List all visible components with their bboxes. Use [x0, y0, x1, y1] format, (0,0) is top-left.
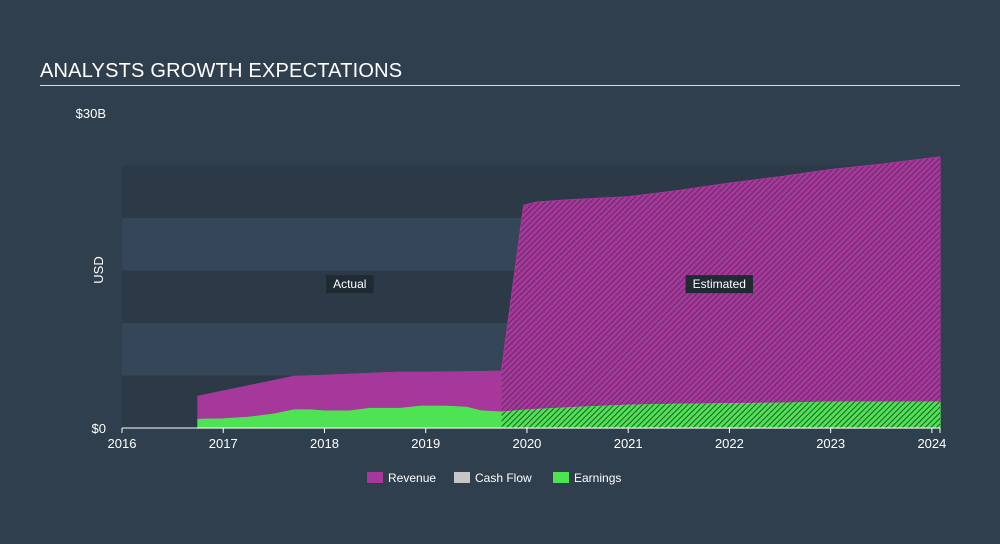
- legend-label-cash-flow[interactable]: Cash Flow: [475, 471, 532, 485]
- y-tick-label-top: $30B: [76, 106, 106, 121]
- x-tick-label: 2016: [108, 436, 137, 451]
- x-tick-label: 2020: [512, 436, 541, 451]
- actual-tag-box: [325, 275, 374, 294]
- x-tick-label: 2024: [917, 436, 946, 451]
- legend-swatch-cash-flow[interactable]: [454, 472, 470, 483]
- period-annotations: Actual Estimated: [325, 275, 754, 294]
- x-tick-label: 2022: [715, 436, 744, 451]
- y-tick-label-bottom: $0: [92, 421, 106, 436]
- x-ticks: 2016 2017 2018 2019 2020 2021 2022 2023 2024: [108, 428, 946, 451]
- estimated-tag-box: [685, 275, 754, 294]
- actual-tag-label: Actual: [333, 277, 366, 291]
- title-divider: [40, 85, 960, 86]
- y-axis-label: USD: [91, 256, 106, 283]
- x-tick-label: 2017: [209, 436, 238, 451]
- x-tick-label: 2019: [411, 436, 440, 451]
- estimated-tag-label: Estimated: [693, 277, 746, 291]
- x-tick-label: 2021: [614, 436, 643, 451]
- legend-label-earnings[interactable]: Earnings: [574, 471, 621, 485]
- legend: Revenue Cash Flow Earnings: [367, 471, 621, 485]
- legend-label-revenue[interactable]: Revenue: [388, 471, 436, 485]
- chart-title: ANALYSTS GROWTH EXPECTATIONS: [40, 60, 403, 82]
- legend-swatch-revenue[interactable]: [367, 472, 383, 483]
- x-tick-label: 2018: [310, 436, 339, 451]
- x-tick-label: 2023: [816, 436, 845, 451]
- legend-swatch-earnings[interactable]: [553, 472, 569, 483]
- earnings-estimate-hatch: [501, 402, 940, 428]
